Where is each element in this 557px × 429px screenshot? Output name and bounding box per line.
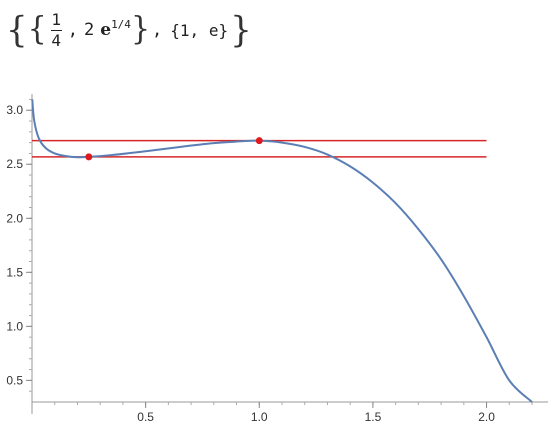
outer-open-brace: { [6,9,28,52]
axes: 0.5 1.0 1.5 2.0 0.5 1.0 1.5 2.0 2.5 3.0 [6,94,548,424]
curve-line [31,99,533,403]
outer-close-brace: } [230,9,252,52]
data-point [85,153,93,161]
coefficient: 2 [83,20,95,40]
e-symbol: e [100,20,112,40]
output-expression: { { 1 4 , 2 e 1/4 } , {1, e} } [6,8,252,52]
data-point [255,137,263,145]
inner-close-brace: } [130,11,151,48]
x-tick-label: 1.5 [365,410,382,424]
points [85,137,263,161]
x-tick-label: 1.0 [251,410,268,424]
inner-open-brace: { [27,11,47,48]
y-tick-label: 2.0 [6,211,23,225]
y-tick-label: 1.0 [6,319,23,333]
plot: 0.5 1.0 1.5 2.0 0.5 1.0 1.5 2.0 2.5 3.0 [6,94,548,424]
x-tick-label: 0.5 [137,410,154,424]
exponent: 1/4 [111,17,131,31]
fraction-denominator: 4 [51,30,62,50]
y-tick-label: 0.5 [6,373,23,387]
fraction-numerator: 1 [51,9,62,29]
y-tick-label: 1.5 [6,265,23,279]
comma-1: , [67,20,78,40]
y-tick-label: 2.5 [6,157,23,171]
x-tick-label: 2.0 [478,410,495,424]
comma-2: , [152,20,163,40]
y-tick-label: 3.0 [6,103,23,117]
second-pair: {1, e} [170,20,229,40]
fraction: 1 4 [50,9,62,50]
fraction-bar [50,29,62,31]
